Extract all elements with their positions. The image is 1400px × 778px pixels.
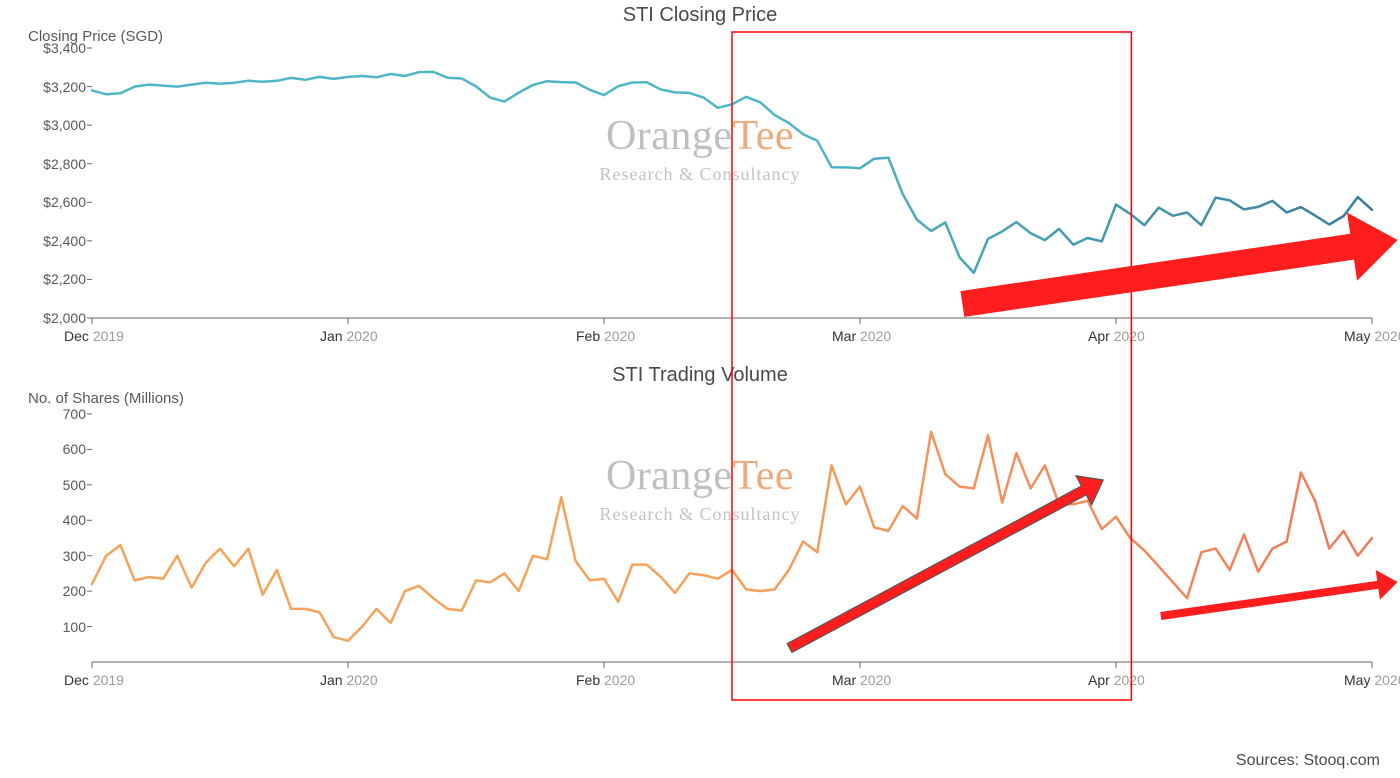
chart-closing-price: STI Closing Price Closing Price (SGD) $2… — [0, 0, 1400, 360]
chart1-svg — [0, 0, 1400, 360]
chart2-svg — [0, 360, 1400, 740]
chart-trading-volume: STI Trading Volume No. of Shares (Millio… — [0, 360, 1400, 740]
sources-label: Sources: Stooq.com — [1236, 752, 1380, 770]
